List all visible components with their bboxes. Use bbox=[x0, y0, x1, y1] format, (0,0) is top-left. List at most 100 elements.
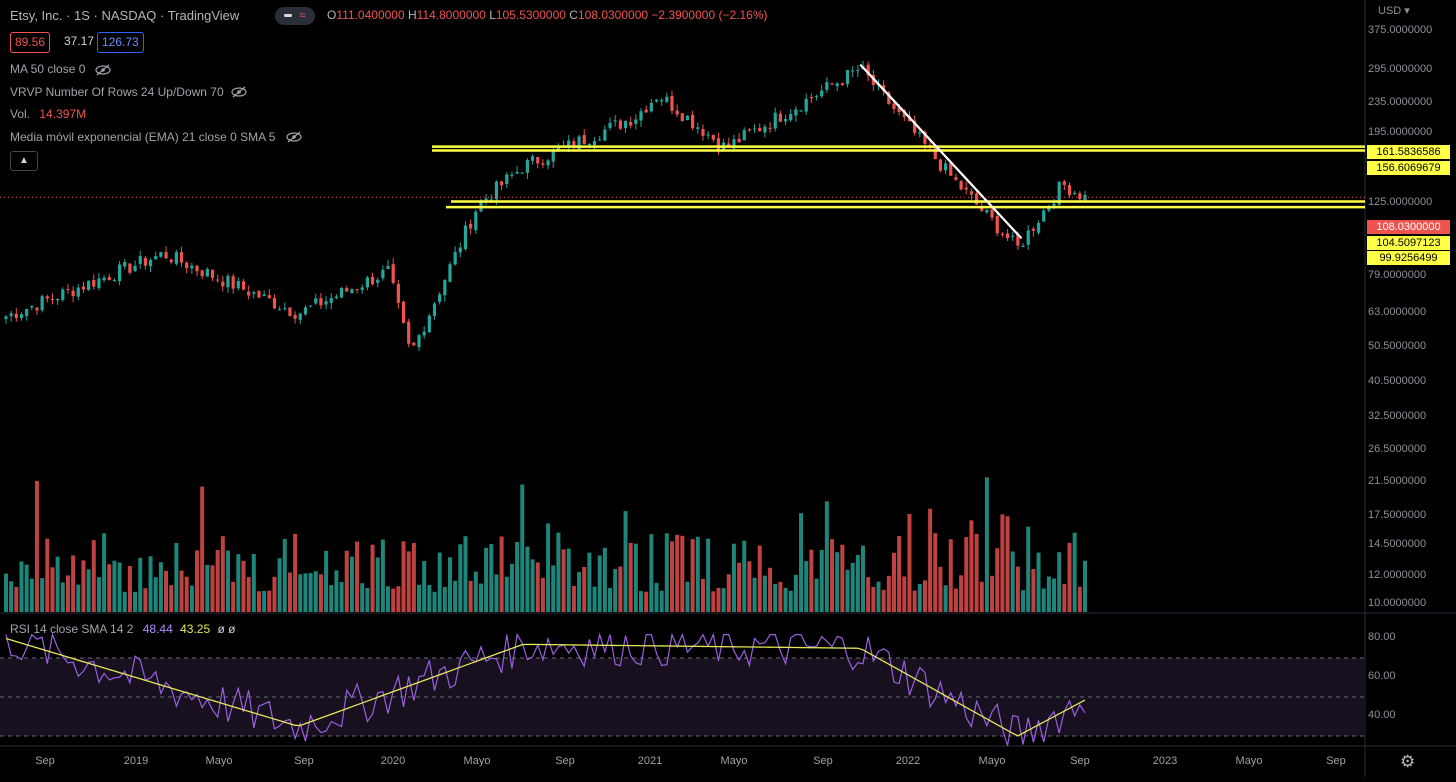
candle-body bbox=[520, 172, 524, 174]
eye-hidden-icon[interactable] bbox=[231, 86, 247, 98]
time-axis-label: Mayo bbox=[463, 755, 491, 767]
volume-bar bbox=[251, 553, 256, 612]
candle-body bbox=[469, 223, 473, 229]
candle-body bbox=[691, 114, 695, 129]
volume-bar bbox=[153, 577, 158, 612]
close-value: 108.0300000 bbox=[577, 8, 649, 22]
indicator-vrvp[interactable]: VRVP Number Of Rows 24 Up/Down 70 bbox=[10, 85, 224, 99]
candle-body bbox=[892, 103, 896, 109]
candle-body bbox=[665, 96, 669, 102]
volume-bar bbox=[29, 578, 34, 612]
symbol-toggle-button[interactable]: ≈ bbox=[275, 7, 315, 25]
volume-bar bbox=[143, 588, 148, 612]
volume-bar bbox=[943, 585, 948, 612]
volume-bar bbox=[891, 552, 896, 612]
candle-body bbox=[448, 264, 452, 282]
volume-bar bbox=[396, 586, 401, 612]
volume-bar bbox=[762, 575, 767, 612]
candle-body bbox=[56, 299, 60, 301]
candle-body bbox=[267, 295, 271, 299]
time-axis-label: Sep bbox=[555, 755, 575, 767]
volume-bar bbox=[984, 477, 989, 612]
candle-body bbox=[112, 280, 117, 282]
candle-body bbox=[19, 314, 24, 319]
candle-body bbox=[308, 305, 313, 307]
volume-bar bbox=[571, 585, 576, 612]
time-axis-label: 2023 bbox=[1152, 755, 1178, 767]
volume-bar bbox=[76, 584, 81, 612]
volume-bar bbox=[313, 571, 318, 612]
candle-body bbox=[758, 127, 762, 132]
candle-body bbox=[639, 111, 643, 121]
candle-body bbox=[608, 122, 612, 128]
indicator-ma50[interactable]: MA 50 close 0 bbox=[10, 62, 85, 76]
volume-bar bbox=[40, 578, 45, 612]
volume-bar bbox=[633, 543, 638, 612]
candle-body bbox=[825, 82, 829, 90]
volume-bar bbox=[1052, 578, 1057, 612]
volume-bar bbox=[639, 591, 644, 612]
collapse-legend-button[interactable]: ▲ bbox=[10, 151, 38, 171]
volume-bar bbox=[1005, 516, 1010, 612]
candle-body bbox=[685, 115, 690, 121]
volume-bar bbox=[948, 539, 953, 612]
volume-bar bbox=[210, 565, 215, 612]
candle-body bbox=[773, 112, 777, 129]
volume-bar bbox=[1021, 590, 1026, 612]
candle-body bbox=[92, 279, 96, 287]
volume-bar bbox=[623, 511, 628, 612]
rsi-legend[interactable]: RSI 14 close SMA 14 2 48.44 43.25 ø ø bbox=[10, 622, 236, 636]
candle-body bbox=[918, 132, 922, 134]
candle-body bbox=[443, 280, 447, 296]
volume-bar bbox=[597, 555, 602, 612]
indicator-volume[interactable]: Vol. 14.397M bbox=[10, 107, 86, 121]
candle-body bbox=[329, 298, 333, 304]
volume-bar bbox=[613, 569, 618, 612]
candle-body bbox=[231, 276, 235, 289]
gear-icon[interactable]: ⚙ bbox=[1400, 752, 1416, 771]
volume-bar bbox=[318, 574, 323, 612]
volume-bar bbox=[850, 562, 855, 612]
volume-bar bbox=[355, 541, 360, 612]
eye-hidden-icon[interactable] bbox=[286, 131, 302, 143]
volume-bar bbox=[902, 576, 907, 612]
candle-body bbox=[195, 265, 199, 272]
candle-body bbox=[711, 134, 715, 140]
symbol-title[interactable]: Etsy, Inc. · 1S · NASDAQ · TradingView bbox=[10, 8, 239, 23]
volume-bar bbox=[148, 556, 153, 612]
time-axis-label: Sep bbox=[294, 755, 314, 767]
candle-body bbox=[324, 301, 328, 305]
candle-body bbox=[809, 97, 813, 99]
candle-body bbox=[319, 298, 323, 306]
volume-bar bbox=[778, 581, 783, 612]
bid-box[interactable]: 89.56 bbox=[10, 32, 51, 53]
candle-body bbox=[572, 141, 576, 148]
wave-icon: ≈ bbox=[299, 8, 306, 22]
ask-box[interactable]: 126.73 bbox=[97, 32, 144, 53]
volume-bar bbox=[138, 557, 143, 612]
candle-body bbox=[536, 157, 540, 164]
volume-label: Vol. bbox=[10, 107, 31, 121]
candle-body bbox=[117, 264, 122, 282]
candle-body bbox=[169, 259, 173, 263]
candle-body bbox=[866, 64, 870, 76]
candle-body bbox=[882, 85, 886, 91]
eye-hidden-icon[interactable] bbox=[95, 64, 111, 76]
candle-body bbox=[143, 257, 147, 266]
price-tag: 99.9256499 bbox=[1367, 251, 1450, 265]
time-axis-label: 2022 bbox=[895, 755, 921, 767]
candle-body bbox=[407, 321, 411, 344]
volume-bar bbox=[1067, 542, 1072, 612]
indicator-ema[interactable]: Media móvil exponencial (EMA) 21 close 0… bbox=[10, 130, 275, 144]
volume-bar bbox=[995, 548, 1000, 612]
volume-bar bbox=[979, 581, 984, 612]
volume-bar bbox=[282, 539, 287, 612]
volume-bar bbox=[731, 543, 736, 612]
candle-body bbox=[742, 130, 746, 141]
candle-body bbox=[200, 270, 204, 277]
candle-body bbox=[396, 283, 400, 303]
candle-body bbox=[484, 198, 488, 201]
currency-selector[interactable]: USD ▾ bbox=[1378, 5, 1410, 17]
